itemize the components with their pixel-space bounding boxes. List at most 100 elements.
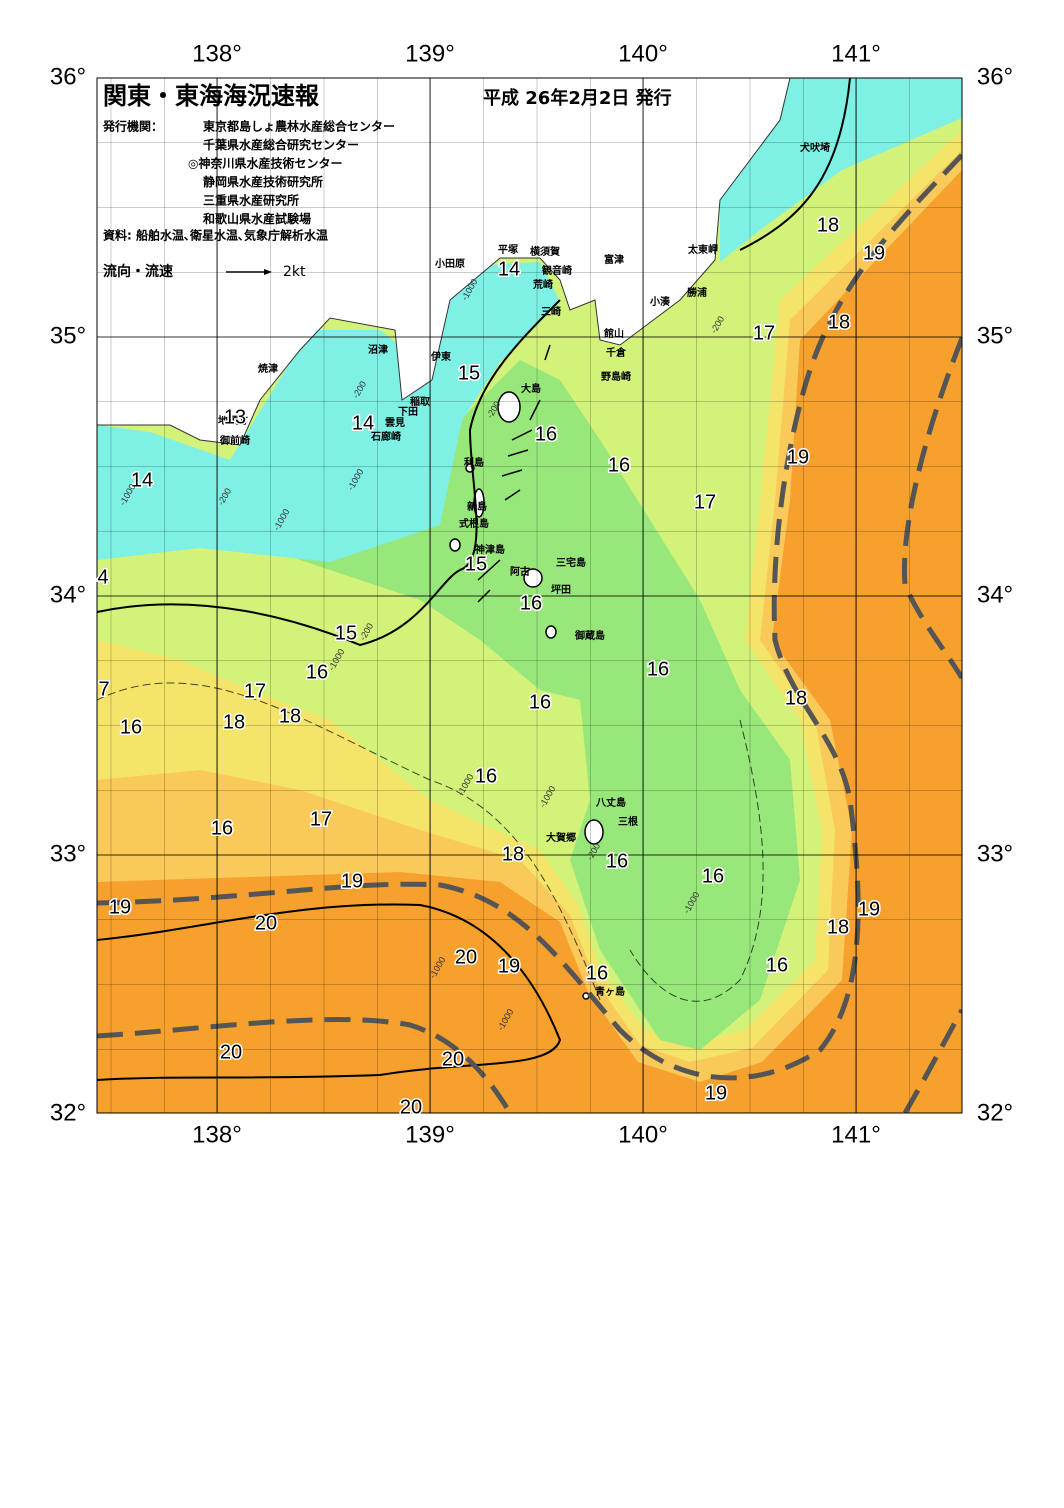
isotherm-label: 14	[352, 412, 374, 434]
place-name: 勝浦	[687, 286, 707, 299]
isotherm-label: 16	[766, 954, 788, 976]
lon-label: 138°	[192, 1121, 242, 1148]
place-name: 小田原	[434, 257, 465, 270]
isotherm-label: 19	[787, 446, 809, 468]
place-name: 三宅島	[556, 556, 586, 569]
place-name: 犬吠埼	[800, 141, 830, 154]
isotherm-label: 20	[442, 1048, 464, 1070]
place-name: 小湊	[649, 295, 671, 308]
sea-temperature	[97, 78, 962, 1113]
place-name: 稲取	[410, 395, 431, 408]
lon-label: 138°	[192, 40, 242, 67]
place-name: 三根	[618, 815, 638, 828]
isotherm-label: 16	[120, 716, 142, 738]
isotherm-label: 16	[606, 850, 628, 872]
issuer: 静岡県水産技術研究所	[203, 174, 323, 189]
isotherm-label: 19	[863, 242, 885, 264]
place-name: 下田	[398, 406, 418, 418]
isotherm-label: 18	[223, 711, 245, 733]
lat-label: 32°	[50, 1099, 86, 1126]
lat-label: 33°	[977, 840, 1013, 867]
isotherm-label: 15	[465, 553, 487, 575]
issuer: 和歌山県水産試験場	[202, 211, 311, 226]
isotherm-label: 16	[586, 962, 608, 984]
place-name: 野島崎	[601, 370, 631, 383]
isotherm-label: 13	[224, 406, 246, 428]
isotherm-label: 17	[310, 808, 332, 830]
isotherm-label: 16	[520, 592, 542, 614]
legend-speed: 2kt	[283, 264, 306, 280]
title: 関東・東海海況速報	[103, 82, 320, 110]
place-name: 伊東	[430, 350, 451, 363]
place-name: 御蔵島	[574, 629, 605, 642]
issue-date: 平成 26年2月2日 発行	[483, 87, 672, 109]
isotherms	[97, 78, 851, 1081]
isotherm-label: 7	[98, 678, 109, 700]
isotherm-label: 20	[255, 912, 277, 934]
place-name: 雲見	[385, 417, 405, 429]
lat-label: 34°	[50, 581, 86, 608]
issuer: 三重県水産研究所	[203, 193, 299, 208]
place-name: 神津島	[475, 543, 505, 556]
isotherm-label: 4	[97, 566, 108, 588]
issuer: 東京都島しょ農林水産総合センター	[203, 119, 395, 134]
isotherm-label: 14	[498, 258, 520, 280]
header: 関東・東海海況速報 平成 26年2月2日 発行 発行機関： 資料: 船舶水温､衛…	[102, 82, 672, 280]
isotherm-label: 16	[306, 661, 328, 683]
place-name: 太東岬	[687, 243, 718, 256]
isotherm-label: 16	[211, 817, 233, 839]
isotherm-label: 19	[858, 898, 880, 920]
isotherm-label: 18	[279, 705, 301, 727]
place-name: 石廊崎	[370, 430, 401, 443]
place-name: 平塚	[498, 243, 518, 256]
place-name: 青ヶ島	[595, 985, 625, 998]
isotherm-label: 16	[702, 865, 724, 887]
isotherm-label: 20	[220, 1041, 242, 1063]
isotherm-label: 19	[705, 1082, 727, 1104]
isotherm-label: 19	[109, 896, 131, 918]
land	[97, 78, 791, 446]
issuer: 千葉県水産総合研究センター	[203, 137, 359, 152]
lon-label: 140°	[618, 1121, 668, 1148]
legend-arrowhead	[264, 269, 272, 275]
isotherm-label: 15	[335, 622, 357, 644]
place-name: 三崎	[541, 305, 561, 318]
place-name: 阿古	[510, 565, 530, 578]
place-name: 大島	[521, 382, 541, 395]
kuroshio-axis	[97, 153, 962, 1113]
place-name: 横須賀	[530, 245, 560, 258]
place-name: 新島	[467, 500, 487, 513]
place-name: 八丈島	[595, 796, 626, 809]
fine-grid	[97, 78, 962, 1113]
place-name: 千倉	[606, 346, 627, 359]
lon-label: 139°	[405, 1121, 455, 1148]
place-name: 御前崎	[219, 434, 250, 447]
lat-label: 32°	[977, 1099, 1013, 1126]
isotherm-label: 16	[647, 658, 669, 680]
source: 資料: 船舶水温､衛星水温､気象庁解析水温	[103, 228, 328, 243]
isotherm-label: 18	[827, 916, 849, 938]
place-name: 館山	[603, 327, 624, 340]
isotherm-label: 16	[529, 691, 551, 713]
isotherm-label: 20	[400, 1096, 422, 1118]
lat-label: 33°	[50, 840, 86, 867]
isotherm-label: 19	[498, 955, 520, 977]
isotherm-label: 15	[458, 362, 480, 384]
issuer-label: 発行機関：	[102, 119, 163, 134]
place-name: 利島	[464, 456, 484, 469]
map-frame	[96, 77, 963, 1114]
isotherm-label: 16	[535, 423, 557, 445]
isotherm-label: 17	[753, 322, 775, 344]
place-name: 焼津	[258, 362, 278, 375]
isotherm-label: 18	[785, 687, 807, 709]
lon-label: 139°	[405, 40, 455, 67]
issuer: ◎神奈川県水産技術センター	[188, 156, 342, 171]
place-name: 式根島	[459, 517, 489, 530]
lat-label: 34°	[977, 581, 1013, 608]
isotherm-label: 17	[694, 491, 716, 513]
lon-label: 141°	[831, 1121, 881, 1148]
isotherm-label: 20	[455, 946, 477, 968]
isotherm-label: 18	[817, 214, 839, 236]
place-name: 沼津	[368, 343, 388, 356]
